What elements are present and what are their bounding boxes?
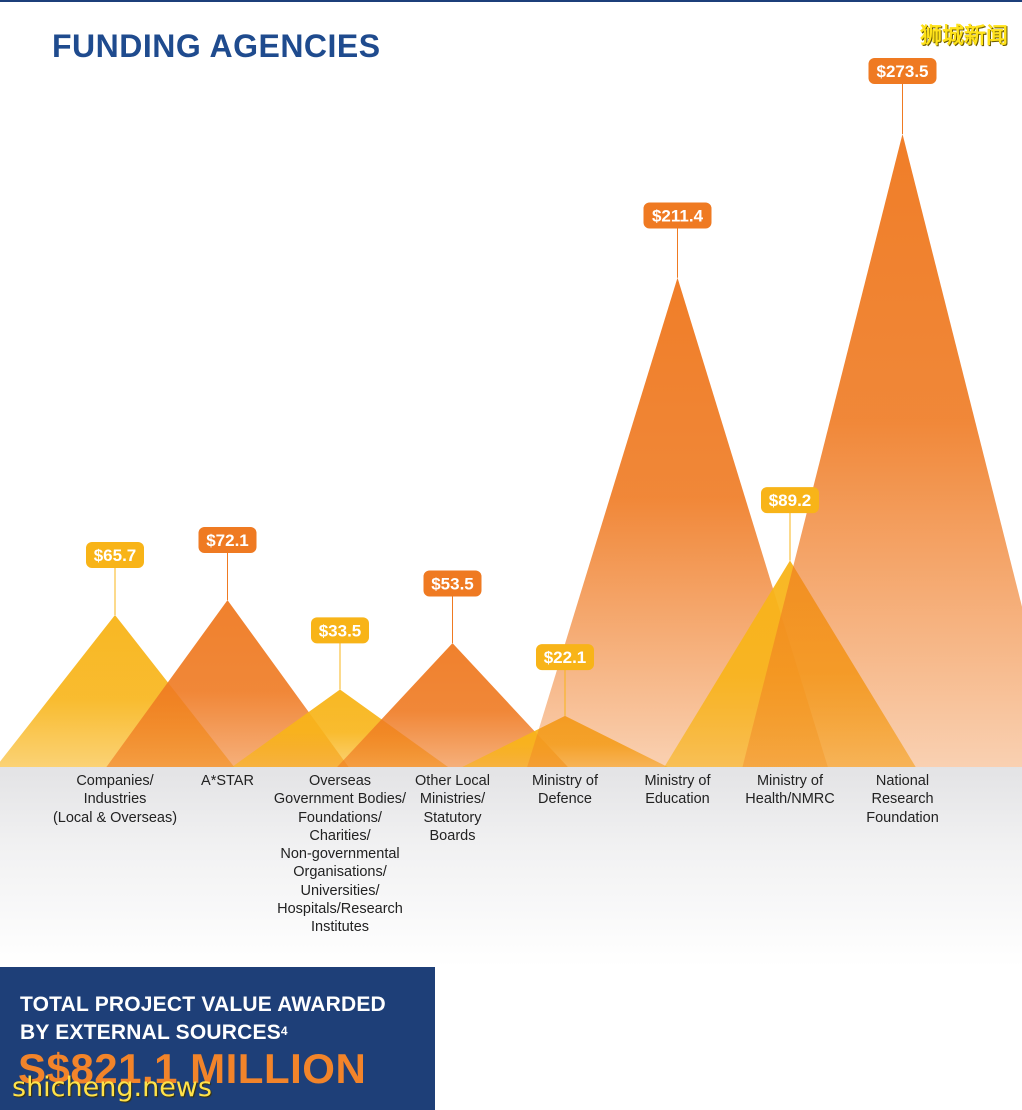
chart-title: FUNDING AGENCIES (52, 28, 381, 64)
value-label-7: $273.5 (877, 62, 929, 81)
total-label: TOTAL PROJECT VALUE AWARDED BY EXTERNAL … (20, 991, 430, 1047)
value-badge-1 (198, 527, 257, 554)
category-label-0: Companies/ Industries (Local & Overseas) (52, 773, 178, 826)
category-label-7: National Research Foundation (866, 773, 939, 826)
peak-1 (106, 600, 349, 767)
connectors-group (114, 83, 903, 716)
value-label-1: $72.1 (206, 531, 249, 550)
category-label-4: Ministry of Defence (531, 773, 599, 808)
total-label-line2: BY EXTERNAL SOURCES (20, 1021, 281, 1044)
value-label-0: $65.7 (94, 546, 137, 565)
watermark-top: 狮城新闻 (919, 24, 1008, 49)
value-label-3: $53.5 (431, 575, 474, 594)
top-rule (0, 0, 1022, 2)
value-badge-6 (761, 487, 819, 514)
value-label-5: $211.4 (652, 206, 704, 225)
value-label-4: $22.1 (544, 648, 587, 667)
value-badge-4 (536, 644, 594, 671)
category-label-1: A*STAR (201, 773, 254, 789)
total-box: TOTAL PROJECT VALUE AWARDED BY EXTERNAL … (0, 967, 435, 1110)
category-label-3: Other Local Ministries/ Statutory Boards (415, 773, 490, 844)
total-label-line1: TOTAL PROJECT VALUE AWARDED (20, 993, 386, 1016)
chart-floor (0, 767, 1022, 967)
value-label-6: $89.2 (769, 491, 812, 510)
value-badge-2 (311, 617, 369, 644)
value-label-2: $33.5 (319, 621, 362, 640)
total-value: S$821.1 MILLION (18, 1045, 367, 1092)
value-badge-3 (423, 570, 482, 597)
value-badge-7 (868, 58, 937, 84)
badges-group: $65.7 $72.1 $33.5 $53.5 $22.1 $211.4 $89.2 $273… (86, 58, 937, 671)
value-badge-0 (86, 542, 144, 569)
peak-3 (337, 643, 568, 767)
peaks-group (0, 134, 1022, 767)
value-badge-5 (643, 202, 712, 229)
total-footnote: 4 (280, 1024, 288, 1038)
watermark-bottom: shicheng.news (12, 1072, 212, 1103)
category-label-2: Overseas Government Bodies/ Foundations/… (273, 773, 407, 936)
category-label-6: Ministry of Health/NMRC (745, 773, 835, 808)
category-label-5: Ministry of Education (644, 773, 711, 808)
peak-7 (742, 134, 1022, 767)
